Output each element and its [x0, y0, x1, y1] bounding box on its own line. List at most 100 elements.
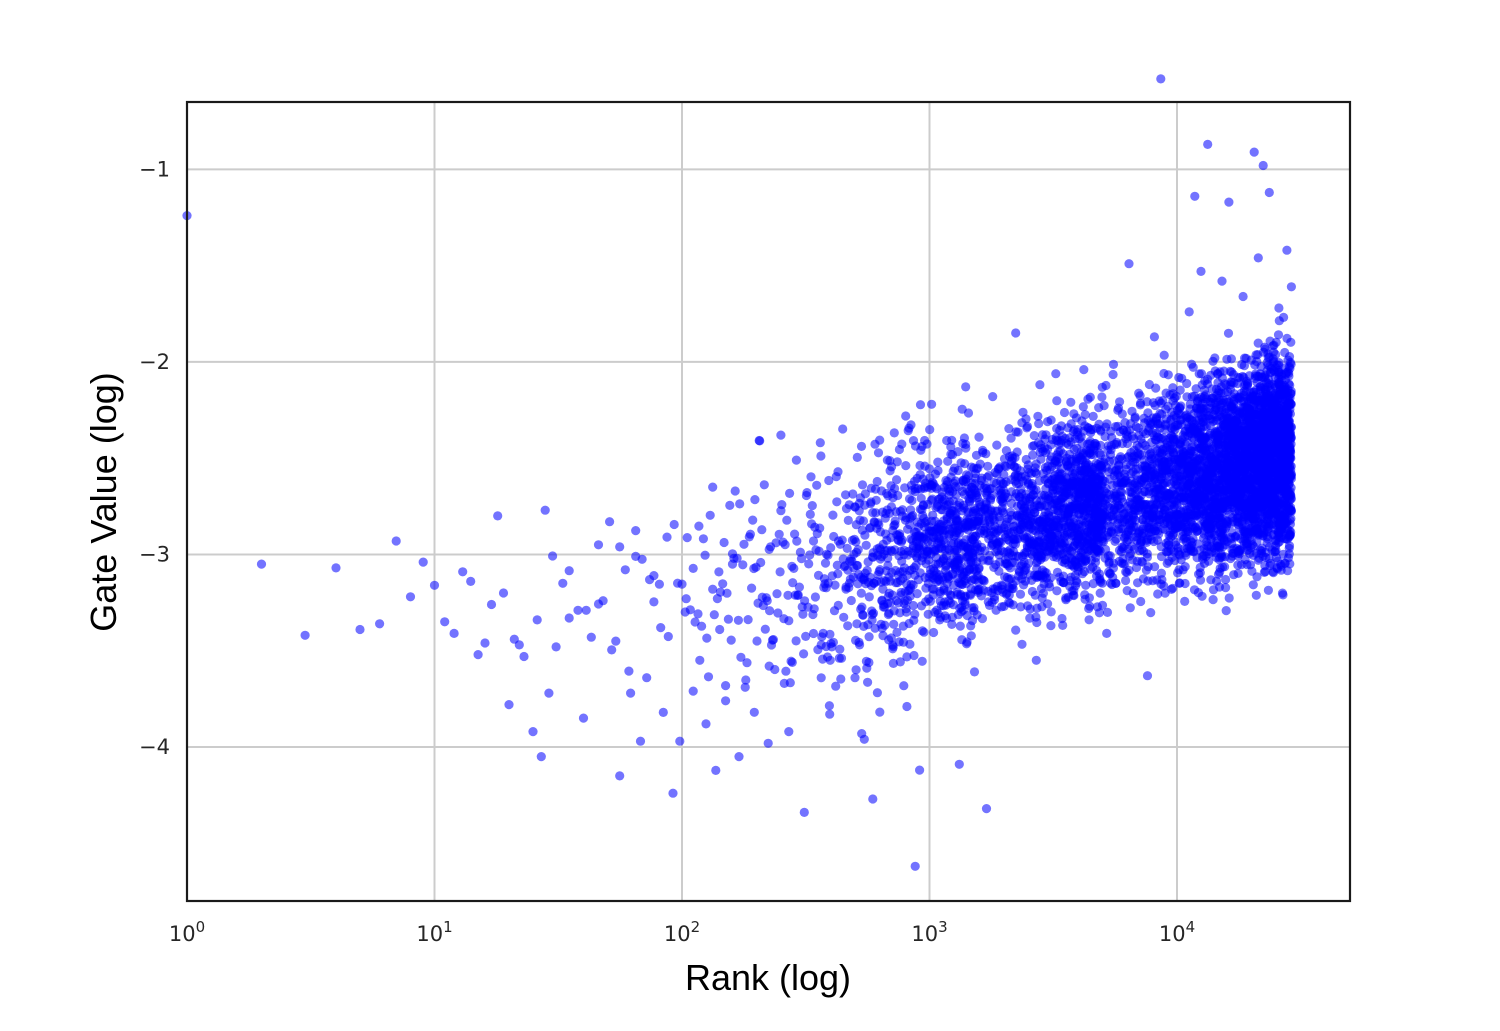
data-point [708, 584, 718, 594]
data-point [856, 441, 867, 451]
data-point [473, 650, 483, 660]
data-point [745, 529, 756, 539]
data-point [1117, 409, 1127, 419]
data-point [551, 642, 561, 652]
data-point [742, 658, 752, 668]
data-point [1034, 419, 1044, 429]
data-point [796, 554, 807, 564]
data-point [725, 500, 735, 510]
data-point [906, 420, 916, 430]
data-point [802, 488, 812, 498]
data-point [701, 719, 711, 729]
data-point [528, 727, 538, 737]
data-point [1184, 307, 1194, 317]
data-point [947, 619, 957, 630]
data-point [593, 599, 604, 609]
data-point [1097, 578, 1107, 588]
data-point [721, 696, 731, 706]
data-point [624, 666, 634, 676]
data-point [1286, 282, 1296, 292]
data-point [760, 624, 770, 634]
data-point [789, 563, 799, 574]
data-point [853, 545, 863, 555]
data-point [1180, 596, 1190, 607]
data-point [823, 550, 833, 560]
data-point [975, 459, 985, 469]
data-point [826, 543, 836, 553]
data-point [974, 563, 984, 573]
data-point [726, 635, 736, 645]
data-point [947, 435, 957, 445]
data-point [814, 546, 824, 556]
data-point [861, 540, 871, 550]
data-point [754, 435, 764, 446]
data-point [831, 681, 841, 691]
data-point [1038, 588, 1048, 598]
data-point [693, 609, 703, 619]
data-point [842, 543, 852, 554]
data-point [1035, 380, 1045, 390]
data-point [1006, 433, 1016, 443]
data-point [915, 400, 926, 410]
data-point [830, 580, 840, 590]
data-point [1030, 590, 1040, 600]
data-point [1052, 586, 1062, 596]
data-point [1221, 606, 1231, 616]
data-point [791, 455, 802, 465]
data-point [1243, 379, 1253, 389]
data-point [735, 499, 745, 509]
data-point [765, 606, 775, 616]
data-point [1210, 353, 1220, 363]
data-point [780, 540, 790, 550]
data-point [781, 666, 791, 676]
data-point [777, 500, 787, 510]
data-point [466, 576, 476, 587]
data-point [504, 700, 514, 710]
data-point [1023, 460, 1033, 470]
data-point [669, 519, 679, 530]
data-point [1249, 147, 1259, 157]
data-point [757, 525, 767, 535]
data-point [774, 529, 784, 539]
data-point [1150, 562, 1160, 572]
data-point [806, 472, 816, 482]
data-point [1102, 628, 1112, 639]
data-point [981, 449, 991, 459]
data-point [815, 523, 825, 533]
data-point [1149, 332, 1159, 342]
data-point [794, 582, 805, 592]
data-point [1085, 392, 1095, 402]
data-point [1046, 607, 1056, 617]
data-point [730, 486, 740, 496]
data-point [1258, 160, 1268, 171]
data-point [836, 653, 847, 663]
data-point [832, 560, 842, 570]
data-point [768, 635, 779, 645]
data-point [793, 590, 803, 600]
data-point [910, 861, 920, 871]
data-point [429, 580, 440, 590]
data-point [1151, 383, 1161, 393]
data-point [997, 602, 1007, 612]
data-point [1176, 401, 1186, 411]
data-point [1221, 574, 1231, 585]
data-point [1095, 588, 1105, 598]
scatter-points [182, 74, 1296, 871]
data-point [480, 638, 490, 648]
data-point [649, 597, 659, 607]
data-point [635, 736, 646, 746]
data-point [544, 688, 554, 698]
data-point [890, 483, 900, 494]
data-point [1224, 593, 1234, 603]
data-point [715, 624, 725, 635]
data-point [1102, 607, 1113, 618]
data-point [736, 652, 746, 662]
data-point [955, 621, 965, 631]
data-point [824, 701, 835, 711]
data-point [1008, 584, 1018, 594]
data-point [810, 592, 821, 602]
data-point [719, 537, 729, 548]
data-point [578, 713, 589, 723]
data-point [1043, 599, 1053, 609]
